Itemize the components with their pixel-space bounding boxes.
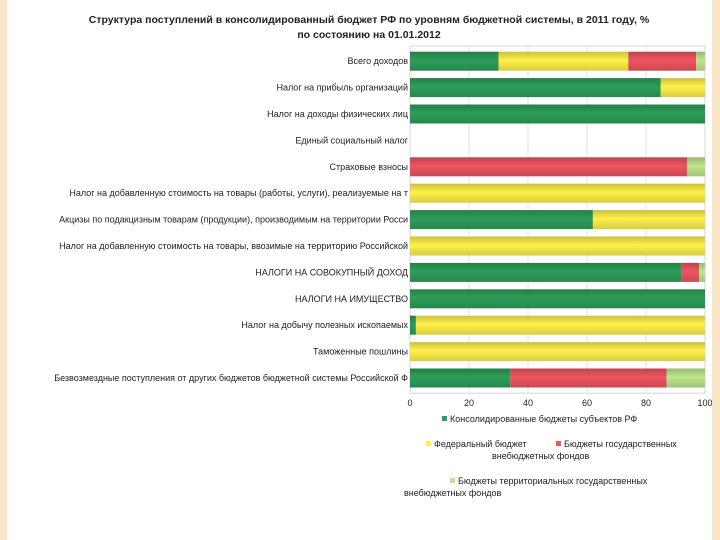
bar-segment — [410, 183, 705, 203]
category-label: Налог на добавленную стоимость на товары… — [59, 241, 408, 251]
bar-segment — [410, 262, 682, 282]
category-label: Налог на прибыль организаций — [276, 83, 408, 93]
chart-title: Структура поступлений в консолидированны… — [89, 14, 650, 26]
category-label: НАЛОГИ НА ИМУЩЕСТВО — [295, 294, 408, 304]
category-label: Акцизы по подакцизным товарам (продукции… — [59, 215, 408, 225]
bar-segment — [410, 104, 705, 124]
bar-segment — [415, 315, 705, 335]
bar-segment — [498, 51, 629, 71]
category-label: Налог на доходы физических лиц — [267, 109, 408, 119]
category-label: Всего доходов — [348, 56, 409, 66]
bar-segment — [687, 157, 705, 177]
category-label: Безвозмездные поступления от других бюдж… — [54, 373, 408, 383]
bar-segment — [660, 78, 705, 98]
legend-entry: Бюджеты государственных внебюджетных фонд… — [492, 439, 677, 461]
legend-swatch — [426, 441, 431, 446]
bar-segment — [681, 262, 700, 282]
bars — [410, 51, 705, 388]
category-label: Единый социальный налог — [295, 135, 408, 145]
x-tick-label: 40 — [523, 398, 533, 408]
category-labels: Всего доходов Налог на прибыль организаци… — [54, 56, 408, 383]
legend-swatch — [450, 478, 455, 483]
x-tick-label: 80 — [641, 398, 651, 408]
legend-swatch — [556, 441, 561, 446]
category-label: Налог на добычу полезных ископаемых — [241, 320, 408, 330]
bar-segment — [699, 262, 705, 282]
category-label: Страховые взносы — [329, 162, 408, 172]
bar-segment — [666, 368, 705, 388]
bar-segment — [410, 342, 705, 362]
bar-segment — [410, 368, 511, 388]
x-axis-ticks: 0 20 40 60 80 100 — [407, 398, 712, 408]
legend: Консолидированные бюджеты субъектов РФ Фе… — [404, 414, 677, 498]
category-label: Налог на добавленную стоимость на товары… — [69, 188, 408, 198]
bar-segment — [410, 315, 416, 335]
bar-segment — [410, 157, 688, 177]
stacked-bar-chart: Структура поступлений в консолидированны… — [54, 14, 712, 498]
bar-segment — [410, 236, 705, 256]
category-label: Таможенные пошлины — [313, 347, 408, 357]
x-tick-label: 20 — [464, 398, 474, 408]
bar-segment — [410, 289, 705, 309]
slide: Структура поступлений в консолидированны… — [7, 0, 712, 540]
bar-segment — [628, 51, 697, 71]
bar-segment — [696, 51, 705, 71]
category-label: НАЛОГИ НА СОВОКУПНЫЙ ДОХОД — [255, 266, 408, 277]
bar-segment — [510, 368, 667, 388]
x-tick-label: 60 — [582, 398, 592, 408]
x-tick-label: 100 — [697, 398, 712, 408]
bar-segment — [410, 78, 661, 98]
bar-segment — [410, 51, 499, 71]
bar-segment — [592, 210, 705, 230]
legend-entry: Федеральный бюджет — [434, 439, 527, 449]
x-tick-label: 0 — [407, 398, 412, 408]
bar-segment — [410, 210, 593, 230]
legend-entry: Консолидированные бюджеты субъектов РФ — [450, 414, 637, 424]
legend-swatch — [442, 416, 447, 421]
legend-entry: Бюджеты территориальных государственных в… — [404, 476, 648, 498]
chart-subtitle: по состоянию на 01.01.2012 — [297, 29, 441, 41]
